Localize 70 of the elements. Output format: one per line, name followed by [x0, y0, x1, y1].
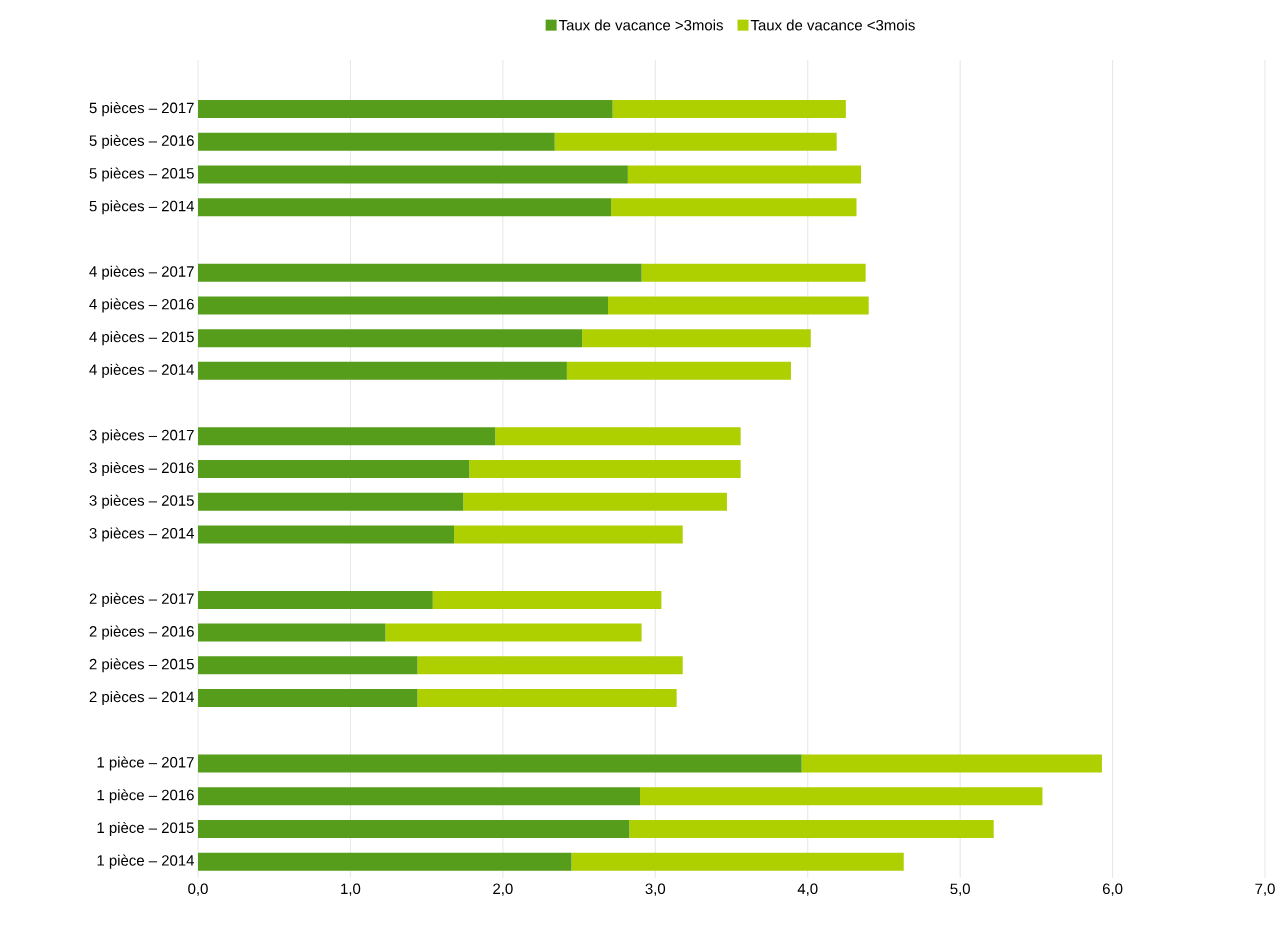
y-tick-label: 3 pièces – 2015 — [89, 494, 194, 509]
y-tick-label: 4 pièces – 2017 — [89, 265, 194, 280]
bar — [801, 754, 1102, 773]
x-tick-label: 6,0 — [1102, 883, 1123, 896]
y-tick-label: 4 pièces – 2016 — [89, 298, 194, 313]
y-tick-label: 3 pièces – 2017 — [89, 429, 194, 444]
legend-label: Taux de vacance <3mois — [750, 19, 915, 31]
y-tick-label: 5 pièces – 2016 — [89, 134, 194, 149]
y-tick-label: 2 pièces – 2016 — [89, 625, 194, 640]
y-tick-label: 2 pièces – 2017 — [89, 592, 194, 607]
bar — [454, 525, 683, 544]
y-tick-label: 5 pièces – 2015 — [89, 167, 194, 182]
bar — [612, 100, 846, 119]
y-tick-label: 4 pièces – 2015 — [89, 331, 194, 346]
bar — [198, 329, 583, 348]
bar — [582, 329, 811, 348]
bar — [198, 623, 386, 642]
bar — [608, 296, 869, 315]
bar — [198, 296, 609, 315]
bar — [198, 132, 555, 151]
bar — [554, 132, 837, 151]
bar — [198, 198, 612, 217]
bar — [198, 427, 496, 446]
y-tick-label: 4 pièces – 2014 — [89, 363, 195, 378]
bar — [198, 689, 418, 708]
legend-label: Taux de vacance >3mois — [558, 19, 723, 31]
bar — [198, 787, 641, 806]
bar — [198, 492, 464, 511]
bar — [198, 361, 567, 380]
bar — [198, 852, 572, 871]
bar — [198, 525, 455, 544]
bar — [629, 819, 994, 838]
x-tick-label: 7,0 — [1255, 883, 1275, 896]
bar — [198, 460, 470, 479]
y-tick-label: 3 pièces – 2016 — [89, 461, 194, 477]
y-tick-label: 5 pièces – 2014 — [89, 200, 195, 215]
x-tick-label: 2,0 — [493, 883, 513, 896]
bar — [641, 263, 866, 282]
bar — [417, 656, 683, 675]
bar — [611, 198, 857, 217]
x-tick-label: 0,0 — [188, 883, 208, 896]
y-tick-label: 3 pièces – 2014 — [89, 527, 195, 542]
bar — [385, 623, 642, 642]
bar — [198, 590, 433, 609]
bar — [198, 819, 630, 838]
bar — [566, 361, 791, 380]
bar — [417, 689, 677, 708]
x-tick-label: 1,0 — [341, 883, 361, 896]
y-tick-label: 2 pièces – 2014 — [89, 691, 195, 706]
bar — [495, 427, 741, 446]
y-tick-label: 1 pièce – 2015 — [97, 821, 194, 836]
bar — [627, 165, 862, 184]
y-tick-label: 2 pièces – 2015 — [89, 658, 194, 673]
y-tick-label: 1 pièce – 2017 — [97, 756, 194, 771]
bar — [198, 754, 802, 773]
y-tick-label: 1 pièce – 2016 — [97, 789, 194, 804]
bar — [198, 100, 613, 119]
bar — [198, 263, 642, 282]
bar — [198, 165, 628, 184]
bar — [463, 492, 727, 511]
x-tick-label: 3,0 — [645, 883, 666, 896]
x-tick-label: 4,0 — [797, 883, 818, 896]
bar — [198, 656, 418, 675]
y-tick-label: 1 pièce – 2014 — [97, 854, 195, 869]
bar — [640, 787, 1043, 806]
bar — [432, 590, 662, 609]
bar — [469, 460, 741, 479]
bar — [571, 852, 904, 871]
y-tick-label: 5 pièces – 2017 — [89, 102, 194, 117]
x-tick-label: 5,0 — [950, 883, 970, 896]
